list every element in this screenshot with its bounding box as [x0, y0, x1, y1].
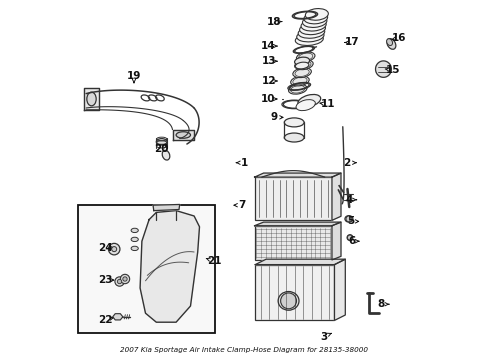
Ellipse shape — [292, 68, 311, 78]
Text: 17: 17 — [345, 37, 359, 48]
Circle shape — [108, 243, 120, 255]
Circle shape — [111, 247, 117, 252]
Bar — [254, 177, 331, 220]
Text: 14: 14 — [261, 41, 275, 51]
Ellipse shape — [344, 216, 352, 222]
Text: 21: 21 — [206, 256, 221, 266]
Ellipse shape — [295, 62, 308, 69]
Text: 16: 16 — [391, 33, 406, 43]
Bar — [254, 226, 331, 260]
Polygon shape — [140, 211, 199, 322]
Ellipse shape — [294, 69, 308, 76]
Polygon shape — [84, 88, 99, 110]
Ellipse shape — [284, 118, 304, 127]
Ellipse shape — [290, 86, 305, 93]
Ellipse shape — [87, 92, 96, 106]
Text: 11: 11 — [321, 99, 335, 109]
Ellipse shape — [296, 30, 324, 42]
Text: 24: 24 — [98, 243, 112, 253]
Text: 6: 6 — [348, 236, 355, 246]
Polygon shape — [113, 314, 122, 320]
Polygon shape — [153, 204, 179, 211]
Ellipse shape — [298, 27, 324, 38]
Ellipse shape — [176, 132, 190, 138]
Text: 15: 15 — [385, 65, 399, 75]
Text: 7: 7 — [238, 200, 245, 210]
Polygon shape — [331, 173, 340, 220]
Text: 2007 Kia Sportage Air Intake Clamp-Hose Diagram for 28135-38000: 2007 Kia Sportage Air Intake Clamp-Hose … — [120, 347, 368, 353]
Ellipse shape — [304, 12, 327, 24]
Ellipse shape — [295, 34, 323, 45]
Text: 1: 1 — [241, 158, 247, 168]
Text: 18: 18 — [266, 17, 281, 27]
Circle shape — [122, 277, 127, 281]
Text: 23: 23 — [98, 275, 112, 285]
Text: 3: 3 — [320, 332, 326, 342]
Ellipse shape — [131, 237, 138, 242]
Text: 9: 9 — [270, 112, 277, 122]
Polygon shape — [375, 61, 390, 77]
Ellipse shape — [299, 23, 325, 35]
Ellipse shape — [297, 94, 320, 107]
Ellipse shape — [131, 228, 138, 233]
Ellipse shape — [278, 292, 298, 310]
Bar — [78, 205, 215, 333]
Ellipse shape — [284, 133, 304, 142]
Polygon shape — [255, 259, 345, 265]
Text: 19: 19 — [126, 71, 141, 81]
Text: 4: 4 — [345, 195, 352, 205]
Polygon shape — [331, 222, 340, 260]
Text: 10: 10 — [260, 94, 275, 104]
Ellipse shape — [298, 53, 312, 60]
Ellipse shape — [294, 57, 309, 65]
Text: 8: 8 — [377, 299, 384, 309]
Text: 22: 22 — [98, 315, 112, 325]
Ellipse shape — [294, 60, 312, 70]
Text: 2: 2 — [343, 158, 350, 168]
Ellipse shape — [386, 39, 395, 49]
Ellipse shape — [386, 39, 392, 45]
Ellipse shape — [292, 77, 306, 85]
Circle shape — [280, 293, 296, 309]
Text: 13: 13 — [261, 56, 275, 66]
Text: 5: 5 — [346, 216, 354, 226]
Polygon shape — [254, 173, 340, 177]
Ellipse shape — [302, 16, 326, 27]
Ellipse shape — [296, 61, 310, 68]
Circle shape — [115, 277, 124, 286]
Ellipse shape — [156, 139, 167, 145]
Ellipse shape — [305, 9, 327, 20]
Ellipse shape — [346, 235, 352, 240]
Bar — [255, 265, 334, 320]
Ellipse shape — [288, 84, 306, 94]
Ellipse shape — [162, 150, 169, 160]
Circle shape — [117, 279, 122, 284]
Ellipse shape — [290, 76, 308, 86]
Ellipse shape — [296, 52, 314, 62]
Polygon shape — [334, 259, 345, 320]
Text: 20: 20 — [153, 144, 168, 154]
Circle shape — [347, 235, 352, 240]
Ellipse shape — [131, 246, 138, 251]
Ellipse shape — [301, 19, 325, 31]
Text: 12: 12 — [261, 76, 275, 86]
Circle shape — [346, 216, 351, 222]
Polygon shape — [172, 130, 194, 140]
Polygon shape — [254, 222, 340, 226]
Ellipse shape — [295, 100, 315, 111]
Circle shape — [120, 274, 129, 284]
